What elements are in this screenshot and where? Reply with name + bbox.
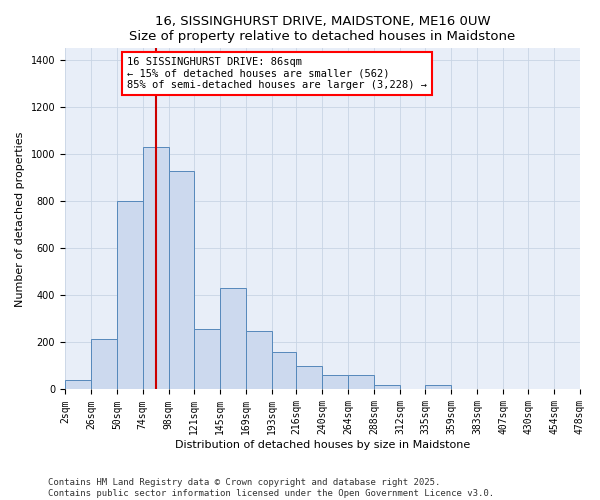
Bar bbox=[296, 366, 322, 390]
Bar bbox=[272, 352, 296, 390]
Bar bbox=[169, 170, 194, 390]
Bar bbox=[194, 330, 220, 390]
Bar bbox=[245, 330, 272, 390]
Bar bbox=[374, 385, 400, 390]
Text: 16 SISSINGHURST DRIVE: 86sqm
← 15% of detached houses are smaller (562)
85% of s: 16 SISSINGHURST DRIVE: 86sqm ← 15% of de… bbox=[127, 57, 427, 90]
Title: 16, SISSINGHURST DRIVE, MAIDSTONE, ME16 0UW
Size of property relative to detache: 16, SISSINGHURST DRIVE, MAIDSTONE, ME16 … bbox=[130, 15, 515, 43]
Bar bbox=[65, 380, 91, 390]
Y-axis label: Number of detached properties: Number of detached properties bbox=[15, 131, 25, 306]
Bar bbox=[349, 376, 374, 390]
X-axis label: Distribution of detached houses by size in Maidstone: Distribution of detached houses by size … bbox=[175, 440, 470, 450]
Bar bbox=[117, 202, 143, 390]
Bar bbox=[143, 147, 169, 390]
Bar bbox=[91, 339, 117, 390]
Bar bbox=[322, 376, 349, 390]
Text: Contains HM Land Registry data © Crown copyright and database right 2025.
Contai: Contains HM Land Registry data © Crown c… bbox=[48, 478, 494, 498]
Bar bbox=[220, 288, 245, 390]
Bar bbox=[425, 385, 451, 390]
